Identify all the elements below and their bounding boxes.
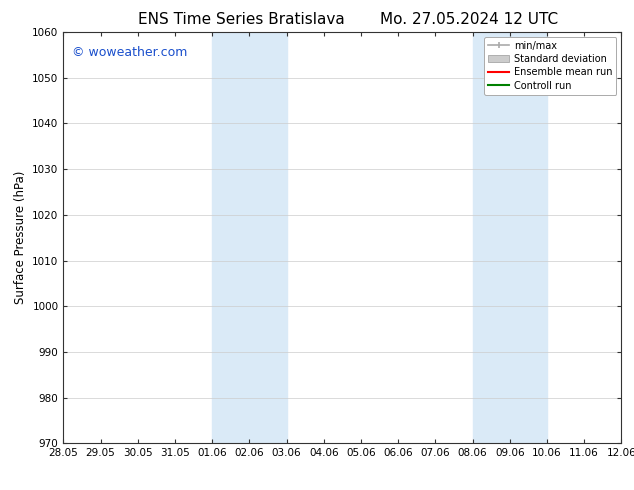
Text: © woweather.com: © woweather.com — [72, 46, 187, 59]
Bar — [212, 32, 287, 443]
Text: Mo. 27.05.2024 12 UTC: Mo. 27.05.2024 12 UTC — [380, 12, 558, 27]
Y-axis label: Surface Pressure (hPa): Surface Pressure (hPa) — [14, 171, 27, 304]
Bar — [472, 32, 547, 443]
Legend: min/max, Standard deviation, Ensemble mean run, Controll run: min/max, Standard deviation, Ensemble me… — [484, 37, 616, 95]
Text: ENS Time Series Bratislava: ENS Time Series Bratislava — [138, 12, 344, 27]
